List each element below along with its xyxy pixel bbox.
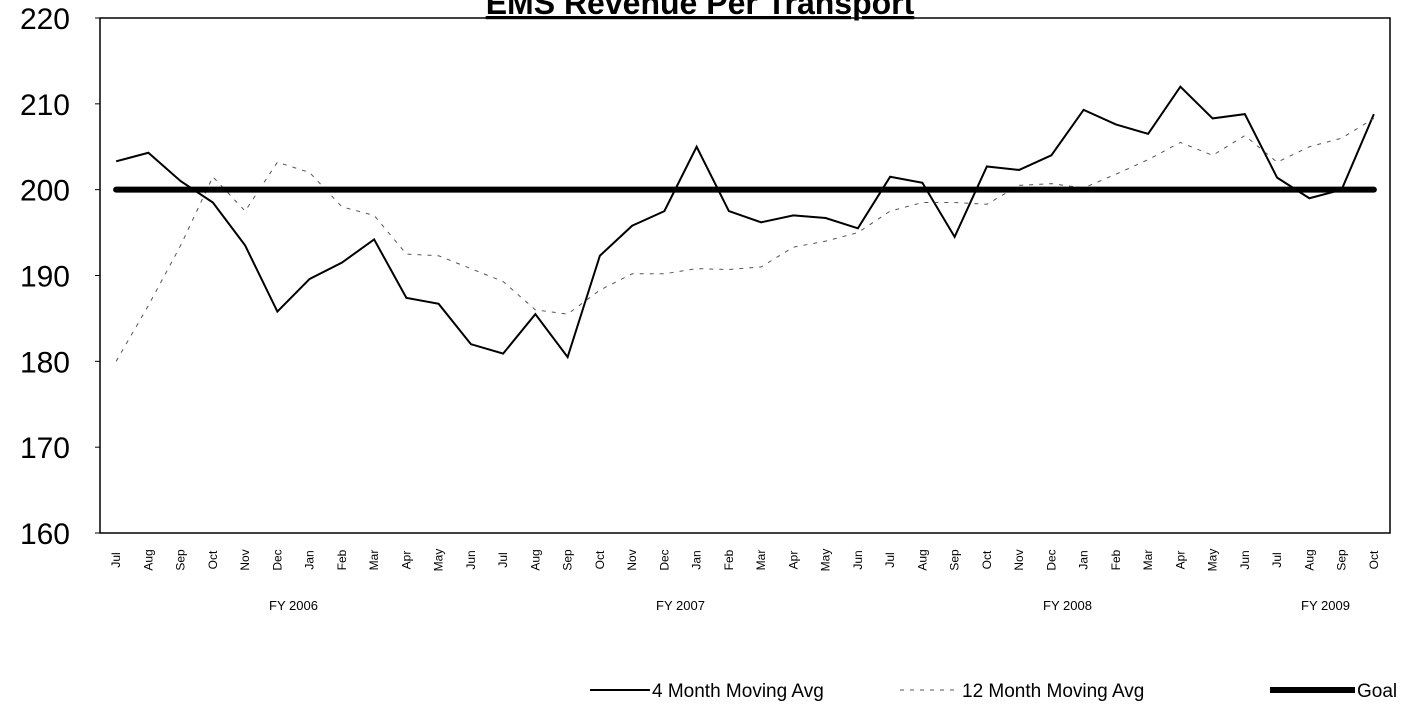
y-tick-label: 200 <box>20 175 70 208</box>
plot-area <box>99 17 1391 534</box>
x-tick-label: Jun <box>851 550 865 569</box>
x-tick-label: Apr <box>399 551 413 570</box>
legend-label: 4 Month Moving Avg <box>652 681 824 702</box>
x-tick-label: May <box>432 549 446 572</box>
group-label: FY 2006 <box>269 598 318 613</box>
x-tick-label: Jul <box>109 552 123 567</box>
x-tick-label: Apr <box>1173 551 1187 570</box>
x-tick-label: Oct <box>206 550 220 569</box>
x-tick-label: Jul <box>1270 552 1284 567</box>
x-tick-label: Mar <box>367 550 381 571</box>
x-tick-label: Sep <box>948 549 962 571</box>
legend-label: 12 Month Moving Avg <box>962 681 1144 702</box>
x-tick-label: Dec <box>270 549 284 570</box>
x-tick-label: Dec <box>1044 549 1058 570</box>
legend-label: Goal <box>1357 681 1397 702</box>
x-tick-label: Dec <box>657 549 671 570</box>
x-tick-label: Mar <box>1141 550 1155 571</box>
x-tick-label: Aug <box>915 549 929 570</box>
x-tick-label: May <box>819 549 833 572</box>
x-tick-label: Jan <box>1077 550 1091 569</box>
x-tick-label: Nov <box>625 549 639 570</box>
x-tick-label: Jul <box>883 552 897 567</box>
group-label: FY 2009 <box>1301 598 1350 613</box>
series-line <box>115 85 1375 360</box>
y-tick-label: 180 <box>20 346 70 379</box>
x-tick-label: Jun <box>1238 550 1252 569</box>
x-tick-label: Mar <box>754 550 768 571</box>
x-tick-label: Aug <box>528 549 542 570</box>
x-tick-label: Apr <box>786 551 800 570</box>
y-tick-label: 220 <box>20 3 70 36</box>
x-tick-label: Jun <box>464 550 478 569</box>
x-tick-label: Sep <box>1335 549 1349 571</box>
x-tick-label: Sep <box>561 549 575 571</box>
x-tick-label: Feb <box>1109 549 1123 570</box>
x-tick-label: Oct <box>1367 550 1381 569</box>
series-line <box>115 117 1375 362</box>
chart-title: EMS Revenue Per Transport <box>486 0 915 21</box>
x-tick-label: Oct <box>980 550 994 569</box>
x-tick-label: Oct <box>593 550 607 569</box>
x-tick-label: Aug <box>141 549 155 570</box>
x-tick-label: Aug <box>1302 549 1316 570</box>
x-tick-label: Feb <box>335 549 349 570</box>
x-tick-label: Jan <box>303 550 317 569</box>
x-tick-label: Sep <box>174 549 188 571</box>
x-tick-label: Jul <box>496 552 510 567</box>
x-tick-label: Nov <box>238 549 252 570</box>
x-tick-label: Feb <box>722 549 736 570</box>
x-tick-label: Jan <box>690 550 704 569</box>
y-tick-label: 160 <box>20 518 70 551</box>
y-tick-label: 190 <box>20 261 70 294</box>
group-label: FY 2008 <box>1043 598 1092 613</box>
y-tick-label: 210 <box>20 89 70 122</box>
x-tick-label: Nov <box>1012 549 1026 570</box>
y-tick-label: 170 <box>20 432 70 465</box>
x-tick-label: May <box>1206 549 1220 572</box>
group-label: FY 2007 <box>656 598 705 613</box>
